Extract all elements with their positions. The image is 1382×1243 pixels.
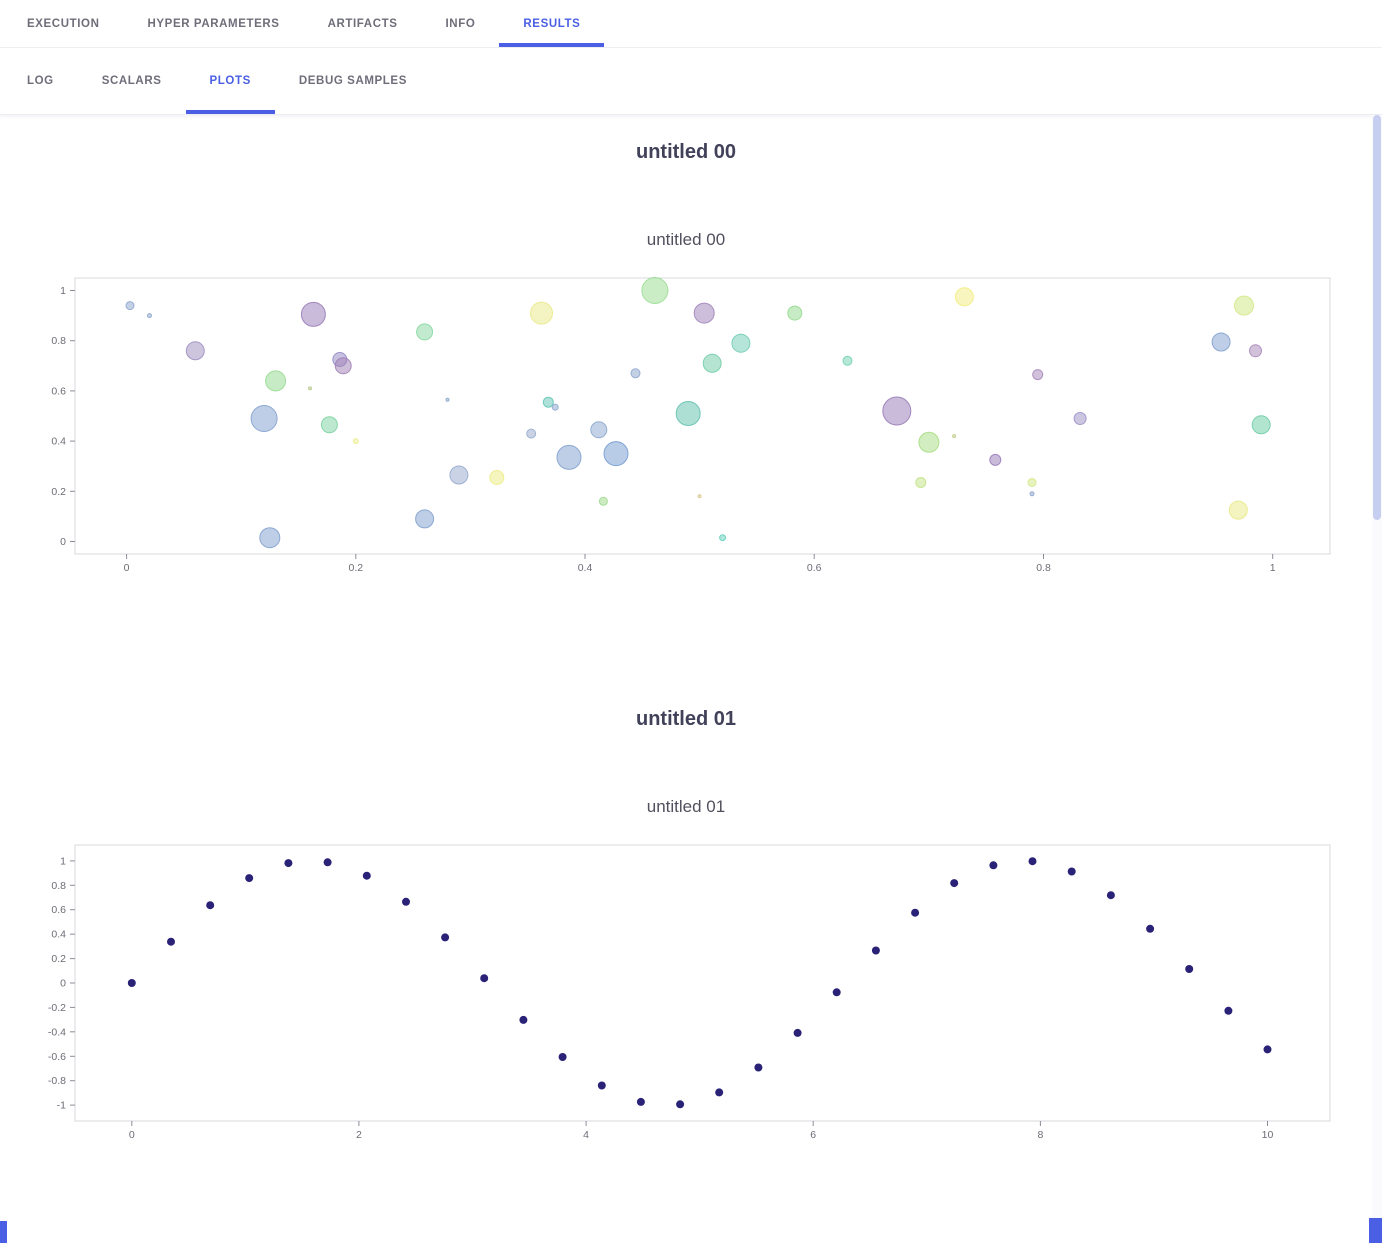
results-tabbar: LOG SCALARS PLOTS DEBUG SAMPLES [0,48,1382,115]
svg-text:1: 1 [60,285,66,297]
left-scrollbar-thumb[interactable] [0,1221,7,1243]
svg-text:4: 4 [583,1129,589,1141]
plots-panel: untitled 00 untitled 00 0 0.2 0.4 0.6 0.8 1 0 0… [0,115,1372,1147]
svg-text:6: 6 [810,1129,816,1141]
svg-text:0.8: 0.8 [51,335,66,347]
vertical-scrollbar[interactable] [1372,115,1382,1243]
svg-text:0.2: 0.2 [51,953,66,965]
plot-card-title: untitled 00 [635,141,736,163]
figure-untitled-00: untitled 00 0 0.2 0.4 0.6 0.8 1 0 0.2 0.4 0.6 0.8 1 [0,230,1372,580]
svg-text:0.6: 0.6 [51,385,66,397]
figure-title: untitled 01 [646,797,726,816]
svg-text:0.8: 0.8 [51,880,66,892]
svg-text:0.4: 0.4 [51,436,66,448]
svg-text:0: 0 [129,1129,135,1141]
svg-text:0: 0 [60,536,66,548]
tab-info[interactable]: INFO [445,17,476,30]
svg-text:0.2: 0.2 [51,486,66,498]
tab-artifacts[interactable]: ARTIFACTS [327,17,398,30]
figure-untitled-01: untitled 01 0 2 4 6 8 10 -1 -0.8 -0.6 -0.4 -0.2 0 0.… [0,797,1372,1147]
plot-card-untitled-01: untitled 01 untitled 01 0 2 4 6 8 10 -1 -0.8 -0.… [0,708,1372,1147]
plot-card-title: untitled 01 [635,708,736,730]
tab-scalars[interactable]: SCALARS [101,75,162,87]
svg-text:0.8: 0.8 [1036,562,1051,574]
svg-text:8: 8 [1037,1129,1043,1141]
svg-text:10: 10 [1262,1129,1274,1141]
svg-text:-0.6: -0.6 [48,1051,66,1063]
vertical-scrollbar-thumb[interactable] [1373,115,1381,520]
tab-hyper-parameters[interactable]: HYPER PARAMETERS [147,17,280,30]
plot-card-untitled-00: untitled 00 untitled 00 0 0.2 0.4 0.6 0.8 1 0 0… [0,141,1372,580]
task-tabbar: EXECUTION HYPER PARAMETERS ARTIFACTS INF… [0,0,1382,48]
tab-execution[interactable]: EXECUTION [27,17,100,30]
tab-results[interactable]: RESULTS [499,0,605,47]
svg-text:-1: -1 [57,1100,66,1112]
svg-text:0.4: 0.4 [51,929,66,941]
tab-log[interactable]: LOG [27,75,54,87]
sine-scatter-plot[interactable]: 0 2 4 6 8 10 -1 -0.8 -0.6 -0.4 -0.2 0 0.2 0.4 0.6 0.8 1 [0,837,1382,1147]
svg-text:0.4: 0.4 [578,562,593,574]
scrollbar-corner-thumb[interactable] [1369,1218,1382,1243]
svg-text:0: 0 [60,978,66,990]
svg-text:0.6: 0.6 [807,562,822,574]
svg-text:1: 1 [1270,562,1276,574]
svg-text:2: 2 [356,1129,362,1141]
svg-text:0.6: 0.6 [51,904,66,916]
svg-text:-0.2: -0.2 [48,1002,66,1014]
tab-plots[interactable]: PLOTS [185,48,276,114]
tab-debug-samples[interactable]: DEBUG SAMPLES [298,75,407,87]
svg-text:-0.4: -0.4 [48,1026,66,1038]
svg-text:1: 1 [60,855,66,867]
bubble-scatter-plot[interactable]: 0 0.2 0.4 0.6 0.8 1 0 0.2 0.4 0.6 0.8 1 [0,270,1382,580]
svg-text:0: 0 [124,562,130,574]
figure-title: untitled 00 [646,230,726,249]
svg-text:0.2: 0.2 [348,562,363,574]
svg-text:-0.8: -0.8 [48,1075,66,1087]
